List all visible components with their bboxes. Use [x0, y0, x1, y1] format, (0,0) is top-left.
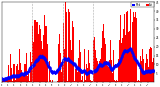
- Legend: Med, Act: Med, Act: [131, 2, 154, 7]
